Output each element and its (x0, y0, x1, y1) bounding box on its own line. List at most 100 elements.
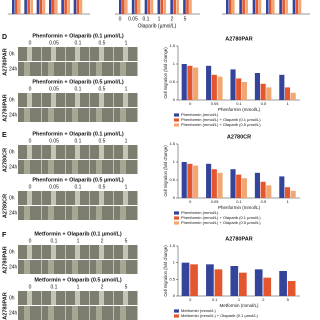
legend-label: Metformin (mmol/L) + Olaparib (0.1 µmol/… (181, 313, 259, 318)
bar (260, 83, 266, 100)
legend-label: Phenformin (mmol/L) + Olaparib (0.5 µmol… (181, 122, 261, 127)
chart-title: A2780CR (227, 134, 251, 140)
cut-bar (160, 0, 164, 14)
wound-gap (24, 160, 30, 174)
time-label: 0h (9, 97, 15, 103)
cut-bar (292, 0, 296, 14)
dose-label: 0 (29, 238, 32, 244)
x-tick-label: 0.05 (211, 101, 220, 106)
wound-gap (120, 62, 126, 76)
cut-bar (131, 0, 135, 14)
panel-letter: E (2, 132, 7, 139)
y-tick-label: 0 (173, 293, 176, 298)
wound-gap (51, 291, 56, 305)
cut-bar (252, 0, 256, 14)
wound-gap (51, 47, 56, 61)
wound-gap (123, 291, 128, 305)
cut-bar (298, 0, 302, 14)
y-axis-title: Cell migration (fold change) (163, 245, 168, 297)
y-tick-label: 1 (173, 260, 176, 265)
bar (284, 87, 291, 100)
wound-gap (96, 108, 102, 122)
cell-line-label: A2780PAR (2, 292, 8, 319)
wound-gap (120, 108, 126, 122)
cut-bar (279, 0, 282, 14)
cut-bar (119, 0, 122, 14)
cut-bar (67, 0, 70, 14)
cut-bar (258, 0, 262, 14)
wound-gap (27, 145, 32, 159)
dose-label: 0.5 (99, 138, 106, 144)
wound-gap (24, 108, 30, 122)
bar (211, 169, 217, 198)
x-tick-label: 1 (287, 101, 290, 106)
wound-gap (75, 47, 80, 61)
block-title: Phenformin + Olaparib (0.1 µmol/L) (32, 131, 124, 137)
bar (290, 92, 296, 100)
bar (211, 74, 217, 100)
time-label: 24h (9, 264, 18, 270)
legend-label: Phenformin (mmol/L) + Olaparib (0.1 µmol… (181, 117, 261, 122)
dose-label: 2 (101, 238, 104, 244)
dose-label: 1 (125, 86, 128, 92)
cut-bar (186, 0, 189, 14)
time-label: 24h (9, 310, 18, 316)
bar (217, 76, 223, 100)
cut-bar (137, 0, 141, 14)
wound-gap (75, 191, 80, 205)
wound-gap (72, 306, 78, 320)
cut-bar (269, 0, 272, 14)
block-title: Phenformin + Olaparib (0.5 µmol/L) (32, 177, 124, 183)
legend-label: Metformin (mmol/L) (181, 308, 216, 313)
time-label: 24h (9, 164, 18, 170)
legend-label: Phenformin (mmol/L) + Olaparib (0.1 µmol… (181, 215, 261, 220)
x-tick-label: 0.1 (236, 199, 242, 204)
wound-gap (96, 260, 102, 274)
legend-swatch (174, 211, 179, 215)
wound-gap (75, 291, 80, 305)
cut-bar (55, 0, 58, 14)
cut-bar (239, 0, 242, 14)
dose-label: 1 (125, 138, 128, 144)
cut-bar (24, 0, 27, 14)
cut-bar (232, 0, 235, 14)
cut-bar (176, 0, 179, 14)
cut-bar (15, 0, 18, 14)
y-tick-label: 1.5 (169, 243, 175, 248)
legend-swatch (174, 314, 179, 318)
wound-gap (72, 108, 78, 122)
legend-label: Phenformin (mmol/L) (181, 112, 219, 117)
wound-gap (99, 245, 104, 259)
cut-bar (189, 0, 192, 14)
wound-gap (99, 145, 104, 159)
dose-label: 0.05 (49, 86, 59, 92)
block-title: Metformin + Olaparib (0.1 µmol/L) (34, 231, 122, 237)
bar (230, 69, 236, 100)
chart-title: A2780PAR (225, 236, 252, 242)
dose-label: 0.1 (75, 184, 82, 190)
bar (206, 65, 212, 100)
time-label: 24h (9, 112, 18, 118)
dose-label: 0 (29, 284, 32, 290)
dose-label: 0.1 (51, 284, 58, 290)
dose-label: 0.5 (99, 86, 106, 92)
wound-gap (27, 93, 32, 107)
bar (254, 269, 263, 296)
wound-gap (123, 191, 128, 205)
wound-gap (48, 260, 54, 274)
dose-label: 0.1 (51, 238, 58, 244)
x-tick-label: 5 (287, 297, 290, 302)
wound-gap (99, 291, 104, 305)
dose-label: 0.05 (49, 184, 59, 190)
cut-bar (52, 0, 55, 14)
x-axis-title: Phenformin (mmol/L) (218, 107, 261, 112)
wound-gap (96, 62, 102, 76)
y-tick-label: 0 (173, 97, 176, 102)
bar (239, 272, 247, 296)
wound-gap (48, 206, 54, 220)
dose-label: 0.5 (99, 40, 106, 46)
wound-gap (48, 108, 54, 122)
dose-label: 0.1 (75, 138, 82, 144)
time-label: 0h (9, 195, 15, 201)
wound-gap (27, 191, 32, 205)
